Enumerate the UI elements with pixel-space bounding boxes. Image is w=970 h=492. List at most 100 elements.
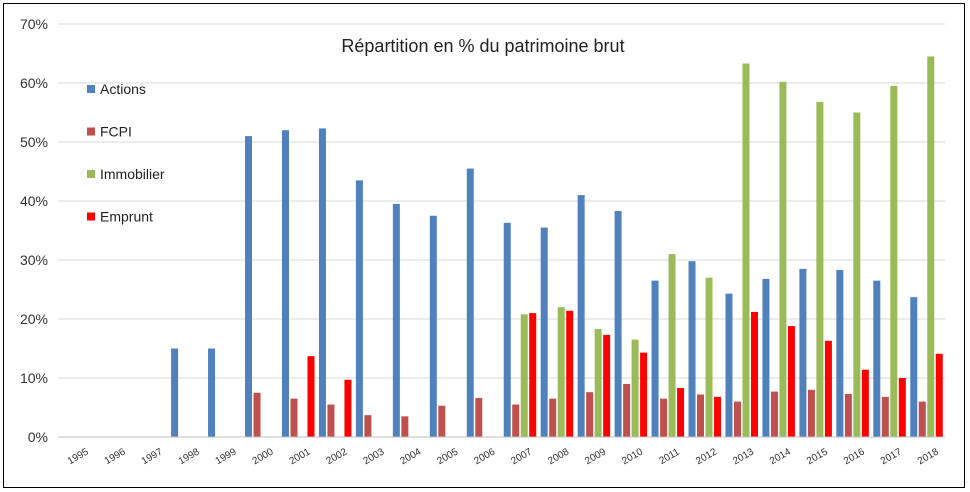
x-tick-label: 2000 (251, 446, 276, 467)
bar-fcpi-2004 (401, 416, 409, 437)
x-tick-label: 2016 (842, 446, 867, 467)
bar-fcpi-2018 (918, 401, 926, 437)
x-tick-label: 2003 (362, 446, 387, 467)
bar-emprunt-2002 (344, 379, 352, 437)
bar-emprunt-2010 (640, 352, 648, 437)
bar-fcpi-2001 (290, 398, 298, 437)
bar-actions-2012 (688, 261, 696, 437)
y-tick-label: 70% (20, 16, 48, 32)
y-tick-label: 30% (20, 252, 48, 268)
bar-actions-2001 (281, 130, 289, 437)
x-tick-label: 2011 (657, 446, 682, 466)
bar-actions-1998 (171, 348, 179, 437)
bar-actions-2017 (873, 280, 881, 437)
bar-emprunt-2015 (824, 340, 832, 437)
bar-fcpi-2012 (697, 394, 705, 437)
bar-actions-2014 (762, 278, 770, 437)
bar-actions-2000 (245, 136, 253, 437)
bar-actions-2003 (355, 180, 363, 437)
x-tick-label: 2010 (620, 446, 645, 467)
x-tick-label: 1998 (177, 446, 202, 467)
bar-actions-1999 (208, 348, 216, 437)
x-tick-label: 1996 (103, 446, 128, 467)
bars (171, 56, 943, 438)
bar-actions-2015 (799, 268, 807, 437)
bar-immobilier-2007 (520, 314, 528, 437)
bar-emprunt-2008 (566, 310, 574, 437)
y-tick-label: 40% (20, 193, 48, 209)
x-tick-label: 2012 (694, 446, 719, 467)
bar-immobilier-2010 (631, 339, 639, 437)
bar-emprunt-2016 (861, 369, 869, 437)
bar-fcpi-2006 (475, 398, 483, 437)
bar-actions-2018 (910, 297, 918, 437)
bar-actions-2016 (836, 270, 844, 437)
bar-emprunt-2013 (750, 311, 758, 437)
x-tick-label: 1997 (140, 446, 165, 467)
bar-fcpi-2003 (364, 415, 372, 437)
x-tick-label: 2005 (435, 446, 460, 467)
x-tick-label: 2002 (325, 446, 350, 467)
bar-emprunt-2012 (714, 396, 722, 437)
x-tick-label: 2006 (472, 446, 497, 467)
bar-immobilier-2014 (779, 81, 787, 437)
x-tick-label: 1999 (214, 446, 239, 467)
x-tick-label: 2001 (288, 446, 313, 467)
legend-swatch-immobilier (87, 170, 95, 178)
bar-actions-2002 (318, 128, 326, 437)
y-tick-label: 20% (20, 311, 48, 327)
y-tick-label: 10% (20, 370, 48, 386)
legend-label-emprunt: Emprunt (100, 209, 153, 225)
x-tick-label: 2004 (398, 446, 423, 467)
x-tick-label: 2008 (546, 446, 571, 467)
bar-fcpi-2014 (770, 391, 778, 437)
x-tick-label: 2009 (583, 446, 608, 467)
legend: Actions FCPI Immobilier Emprunt (87, 81, 165, 225)
bar-immobilier-2009 (594, 329, 602, 437)
legend-label-actions: Actions (100, 81, 146, 97)
bar-emprunt-2018 (935, 353, 943, 437)
bar-emprunt-2011 (677, 388, 685, 437)
bar-actions-2010 (614, 211, 622, 437)
bar-actions-2006 (466, 168, 474, 438)
bar-actions-2005 (429, 215, 437, 437)
bar-immobilier-2017 (890, 85, 898, 437)
bar-fcpi-2007 (512, 404, 520, 437)
bar-actions-2013 (725, 293, 733, 437)
bar-fcpi-2009 (586, 392, 594, 437)
bar-immobilier-2018 (927, 56, 935, 437)
x-tick-label: 2015 (805, 446, 830, 467)
bar-fcpi-2002 (327, 404, 335, 437)
bar-emprunt-2014 (787, 326, 795, 437)
bar-fcpi-2016 (844, 393, 852, 437)
y-tick-label: 50% (20, 134, 48, 150)
bar-immobilier-2012 (705, 277, 713, 437)
bar-emprunt-2009 (603, 334, 611, 437)
legend-swatch-fcpi (87, 127, 95, 136)
bar-fcpi-2011 (660, 398, 668, 437)
bar-actions-2008 (540, 227, 548, 437)
x-tick-label: 2018 (916, 446, 941, 467)
bar-fcpi-2008 (549, 398, 557, 437)
chart-title: Répartition en % du patrimoine brut (341, 36, 624, 56)
bar-actions-2009 (577, 195, 585, 437)
bar-emprunt-2017 (898, 378, 906, 437)
bar-actions-2007 (503, 222, 511, 437)
bar-fcpi-2017 (881, 396, 889, 437)
legend-swatch-emprunt (87, 212, 95, 221)
bar-fcpi-2015 (807, 389, 815, 437)
bar-actions-2004 (392, 203, 400, 437)
bar-immobilier-2008 (557, 307, 565, 437)
bar-immobilier-2015 (816, 101, 824, 437)
bar-fcpi-2013 (733, 401, 741, 437)
x-tick-label: 2013 (731, 446, 756, 467)
legend-label-fcpi: FCPI (100, 124, 132, 140)
bar-immobilier-2011 (668, 254, 676, 437)
bar-fcpi-2010 (623, 383, 631, 437)
x-tick-label: 2007 (509, 446, 534, 467)
legend-label-immobilier: Immobilier (100, 166, 165, 182)
bar-emprunt-2001 (307, 356, 315, 437)
y-tick-label: 60% (20, 75, 48, 91)
bar-immobilier-2013 (742, 63, 750, 437)
